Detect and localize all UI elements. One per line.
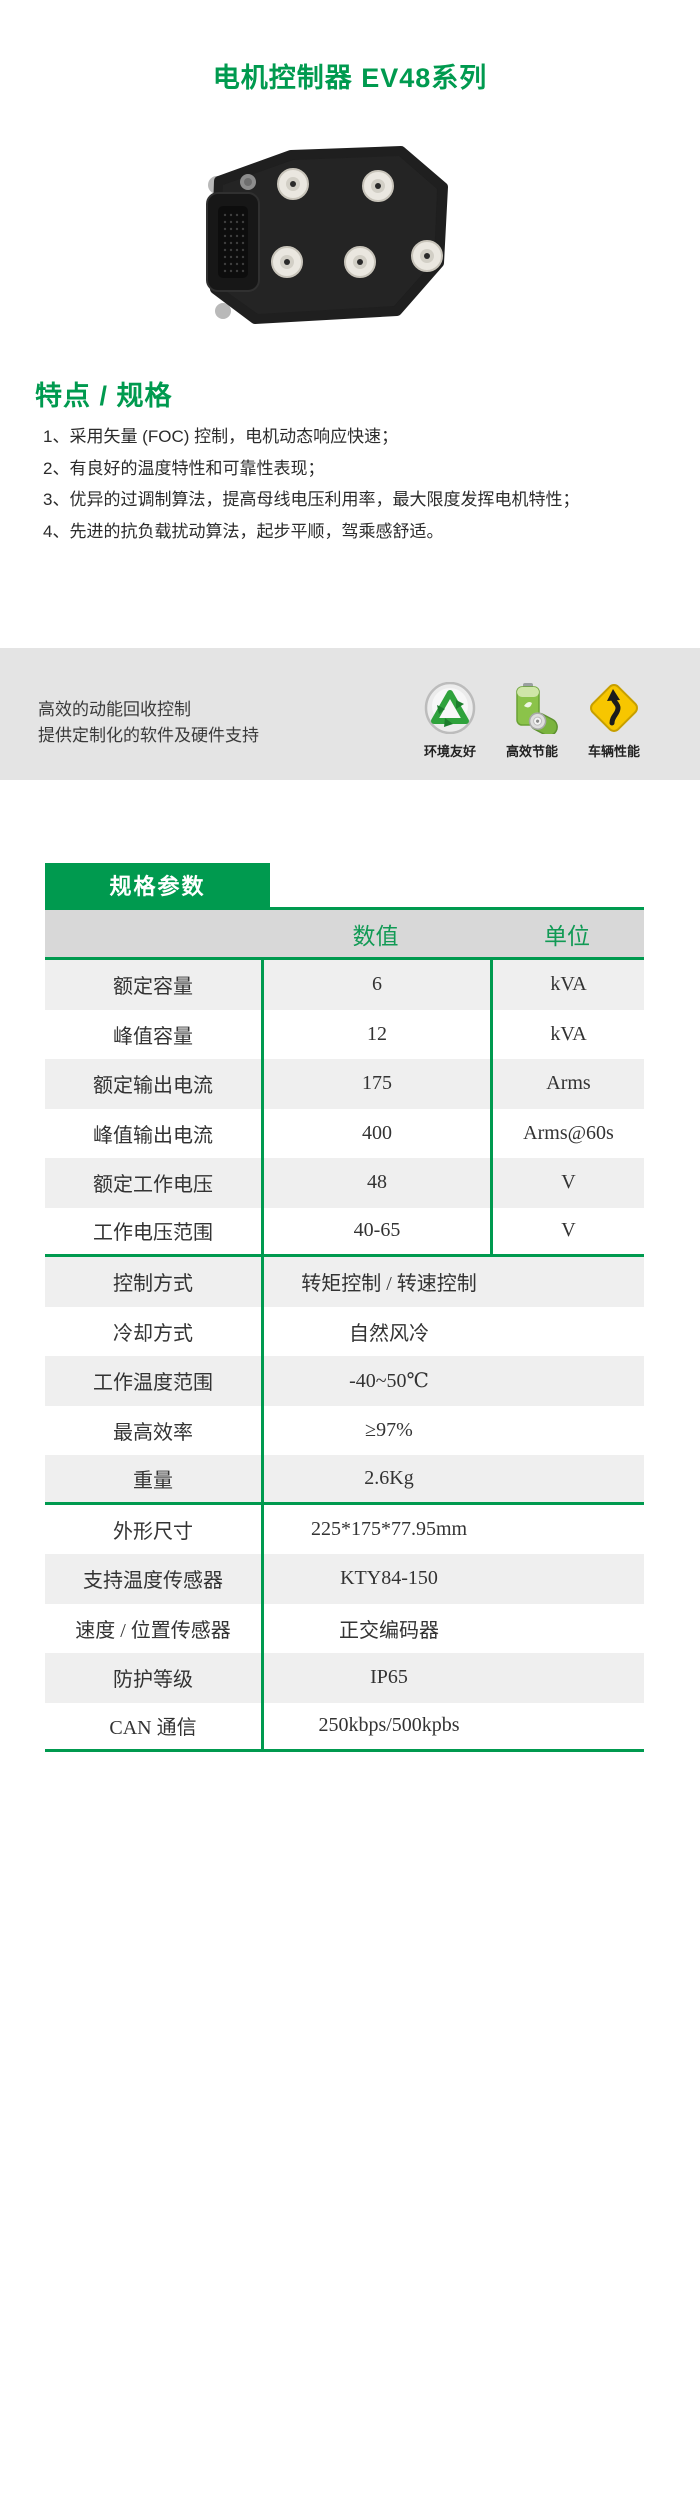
badge-label: 环境友好 [423, 744, 476, 759]
spec-table: 额定容量 6 kVA 峰值容量 12 kVA 额定输出电流 175 Arms 峰… [45, 960, 644, 1752]
row-value: 转矩控制 / 转速控制 [261, 1257, 644, 1307]
table-row: 额定输出电流 175 Arms [45, 1059, 644, 1109]
table-row: 重量 2.6Kg [45, 1455, 644, 1505]
row-value: 自然风冷 [261, 1306, 644, 1356]
row-label: CAN 通信 [109, 1717, 197, 1740]
table-row: 最高效率 ≥97% [45, 1405, 644, 1455]
row-label: 额定容量 [113, 976, 193, 999]
feature-item: 2、有良好的温度特性和可靠性表现； [43, 458, 325, 478]
band-text: 高效的动能回收控制 提供定制化的软件及硬件支持 [38, 697, 259, 749]
row-label: 额定工作电压 [93, 1174, 213, 1197]
row-value: IP65 [261, 1653, 644, 1703]
row-unit: Arms@60s [490, 1108, 644, 1158]
row-value: KTY84-150 [261, 1554, 644, 1604]
row-label: 重量 [133, 1469, 173, 1492]
table-row: 外形尺寸 225*175*77.95mm [45, 1504, 644, 1554]
row-unit: kVA [490, 1009, 644, 1059]
highlight-band: 高效的动能回收控制 提供定制化的软件及硬件支持 环境友好 [0, 648, 700, 780]
row-value: 250kbps/500kpbs [261, 1702, 644, 1749]
badge-row: 环境友好 高效节能 [414, 681, 650, 760]
row-label: 额定输出电流 [93, 1075, 213, 1098]
row-label: 速度 / 位置传感器 [75, 1619, 231, 1642]
band-line: 高效的动能回收控制 [38, 700, 191, 719]
row-label: 最高效率 [113, 1421, 193, 1444]
row-value: 175 [261, 1059, 490, 1109]
feature-item: 3、优异的过调制算法，提高母线电压利用率，最大限度发挥电机特性； [43, 490, 580, 509]
badge-label: 高效节能 [505, 744, 558, 759]
product-photo [203, 143, 451, 325]
spec-section-tab: 规格参数 [45, 863, 270, 907]
row-label: 支持温度传感器 [83, 1570, 223, 1593]
badge-eco-friendly: 环境友好 [414, 681, 486, 760]
column-header-value: 数值 [352, 923, 399, 949]
row-unit: kVA [490, 960, 644, 1010]
table-row: 额定容量 6 kVA [45, 960, 644, 1010]
row-value: 40-65 [261, 1207, 490, 1254]
row-label: 冷却方式 [113, 1322, 193, 1345]
table-row: 额定工作电压 48 V [45, 1158, 644, 1208]
row-label: 峰值输出电流 [93, 1124, 213, 1147]
motor-controller-image [206, 146, 448, 324]
row-value: 正交编码器 [261, 1603, 644, 1653]
feature-item: 1、采用矢量 (FOC) 控制，电机动态响应快速； [43, 427, 399, 446]
badge-vehicle-performance: 车辆性能 [578, 682, 650, 760]
table-row: 峰值容量 12 kVA [45, 1009, 644, 1059]
badge-label: 车辆性能 [587, 744, 640, 759]
column-header-unit: 单位 [544, 923, 590, 949]
table-row: CAN 通信 250kbps/500kpbs [45, 1702, 644, 1752]
row-value: 48 [261, 1158, 490, 1208]
features-list: 1、采用矢量 (FOC) 控制，电机动态响应快速； 2、有良好的温度特性和可靠性… [43, 421, 579, 547]
table-row: 工作电压范围 40-65 V [45, 1207, 644, 1257]
spec-table-header: 数值 单位 [45, 910, 644, 960]
features-heading: 特点 / 规格 [35, 381, 173, 411]
row-value: -40~50℃ [261, 1356, 644, 1406]
row-value: 400 [261, 1108, 490, 1158]
recycle-icon [422, 681, 478, 735]
badge-energy-saving: 高效节能 [496, 682, 568, 760]
row-label: 工作温度范围 [93, 1372, 213, 1395]
table-row: 工作温度范围 -40~50℃ [45, 1356, 644, 1406]
row-unit: V [490, 1158, 644, 1208]
table-row: 支持温度传感器 KTY84-150 [45, 1554, 644, 1604]
row-label: 防护等级 [113, 1669, 193, 1692]
row-label: 峰值容量 [113, 1025, 193, 1048]
table-row: 防护等级 IP65 [45, 1653, 644, 1703]
page-title: 电机控制器 EV48系列 [212, 63, 488, 93]
row-label: 控制方式 [113, 1273, 193, 1296]
row-value: 2.6Kg [261, 1455, 644, 1502]
row-value: 12 [261, 1009, 490, 1059]
row-label: 工作电压范围 [93, 1222, 213, 1245]
table-row: 速度 / 位置传感器 正交编码器 [45, 1603, 644, 1653]
road-sign-icon [586, 682, 642, 734]
row-unit: V [490, 1207, 644, 1254]
row-value: 6 [261, 960, 490, 1010]
row-unit: Arms [490, 1059, 644, 1109]
table-row: 控制方式 转矩控制 / 转速控制 [45, 1257, 644, 1307]
band-line: 提供定制化的软件及硬件支持 [38, 726, 259, 745]
table-row: 峰值输出电流 400 Arms@60s [45, 1108, 644, 1158]
feature-item: 4、先进的抗负载扰动算法，起步平顺，驾乘感舒适。 [43, 521, 444, 541]
column-header-parameter [45, 910, 261, 957]
row-label: 外形尺寸 [113, 1520, 193, 1543]
row-value: 225*175*77.95mm [261, 1504, 644, 1554]
row-value: ≥97% [261, 1405, 644, 1455]
battery-icon [504, 682, 560, 737]
table-row: 冷却方式 自然风冷 [45, 1306, 644, 1356]
divider [45, 907, 644, 910]
